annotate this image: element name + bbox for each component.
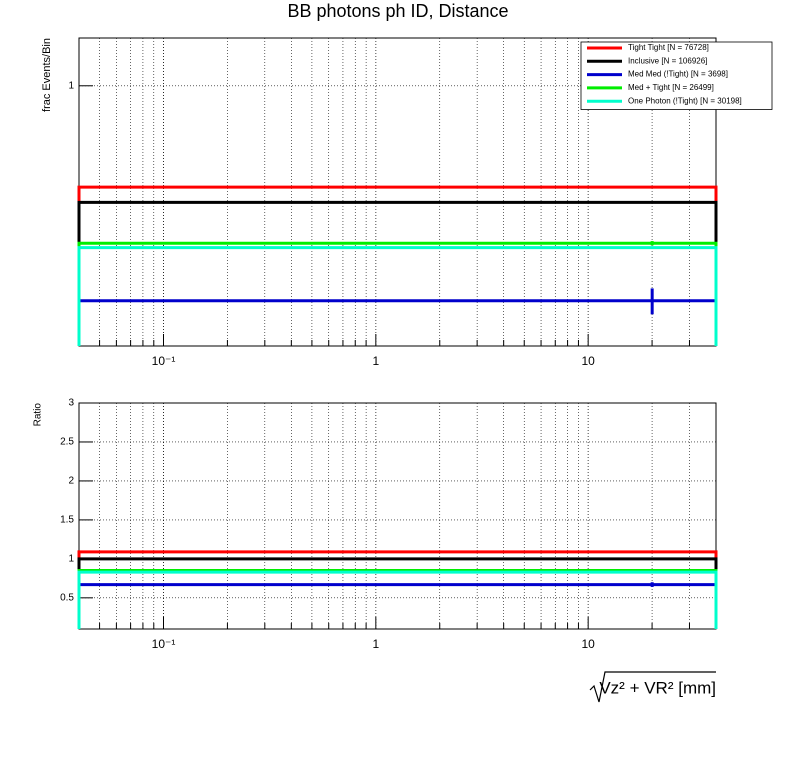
y-axis-label: Ratio: [33, 403, 44, 427]
histogram-line: [77, 241, 718, 346]
y-tick-label: 0.5: [60, 592, 74, 603]
x-tick-label: 10⁻¹: [152, 637, 176, 651]
y-tick-label: 1.5: [60, 515, 74, 526]
histogram-line: [77, 246, 718, 346]
x-tick-label: 10: [581, 637, 595, 651]
x-tick-label: 1: [372, 354, 379, 368]
x-axis-label: Vz² + VR² [mm]: [599, 678, 716, 697]
histogram-line: [77, 185, 718, 346]
chart-title: BB photons ph ID, Distance: [287, 1, 508, 21]
plot-frame: [78, 402, 717, 630]
histogram-line: [77, 200, 718, 346]
y-tick-label: 1: [68, 80, 74, 91]
x-tick-label: 1: [372, 637, 379, 651]
y-axis-label: frac Events/Bin: [41, 38, 53, 112]
histogram-line: [77, 299, 718, 346]
y-tick-label: 1: [68, 554, 74, 565]
legend-label: Med + Tight [N = 26499]: [628, 83, 714, 92]
legend-label: Inclusive [N = 106926]: [628, 56, 707, 65]
x-tick-label: 10⁻¹: [152, 354, 176, 368]
legend-label: One Photon (!Tight) [N = 30198]: [628, 96, 742, 105]
y-tick-label: 2: [68, 476, 74, 487]
x-tick-label: 10: [581, 354, 595, 368]
y-tick-label: 3: [68, 398, 74, 409]
legend-label: Med Med (!Tight) [N = 3698]: [628, 70, 728, 79]
radical-sign: [589, 671, 716, 703]
legend-label: Tight Tight [N = 76728]: [628, 43, 709, 52]
y-tick-label: 2.5: [60, 437, 74, 448]
histogram-line: [77, 583, 718, 629]
histogram-line: [77, 550, 718, 629]
histogram-line: [77, 570, 718, 629]
histogram-line: [77, 569, 718, 629]
